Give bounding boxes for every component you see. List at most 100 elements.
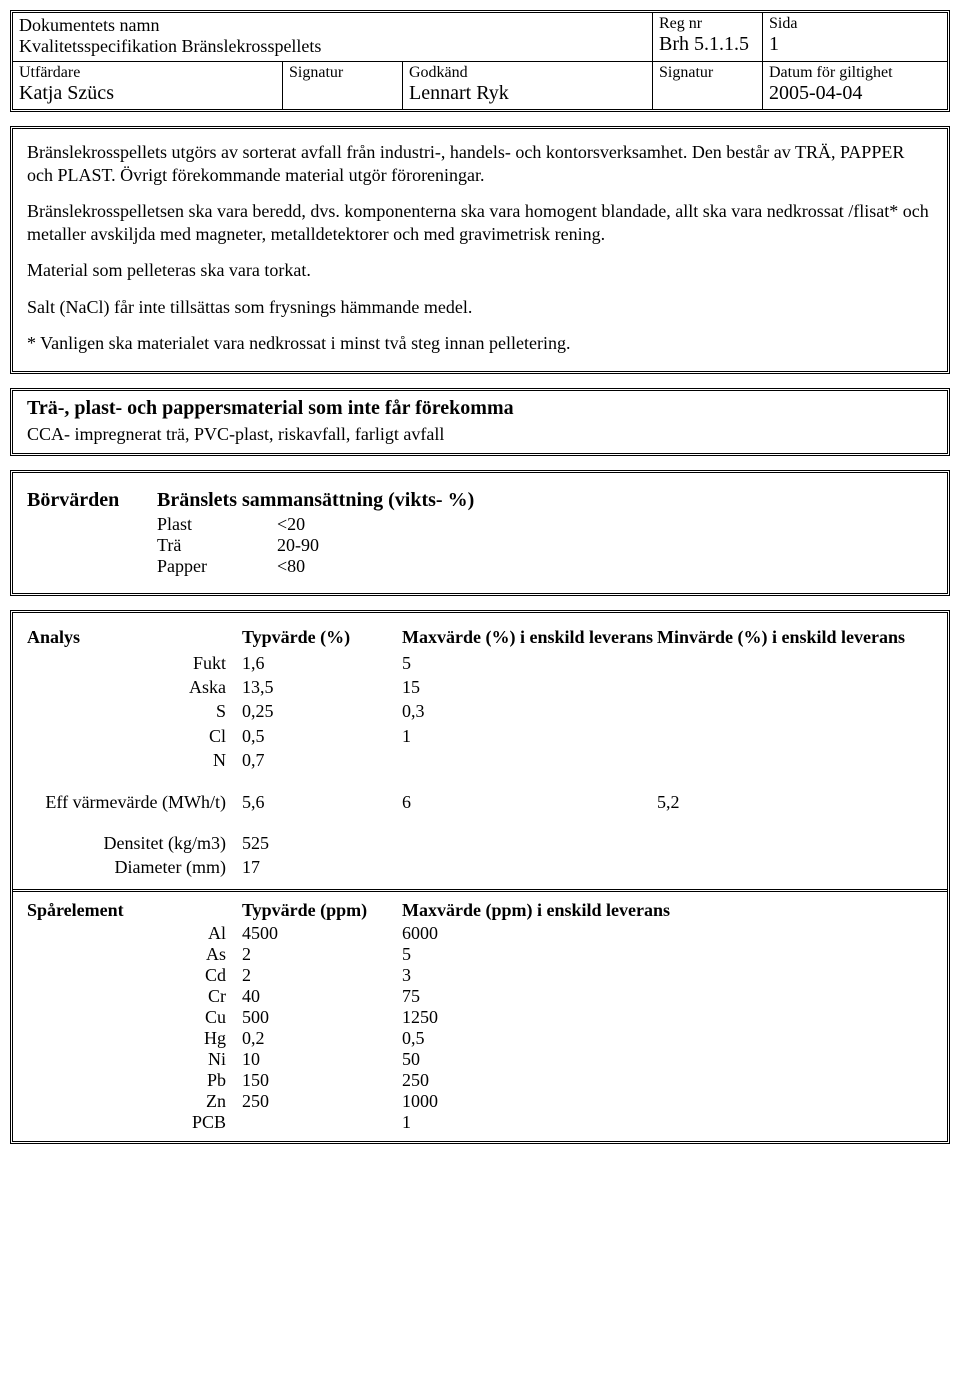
godkand-cell: Godkänd Lennart Ryk: [403, 62, 653, 109]
borvarden-section: Börvärden Bränslets sammansättning (vikt…: [10, 470, 950, 596]
spar-row-typ: 500: [242, 1007, 402, 1028]
spar-row-label: Ni: [27, 1049, 242, 1070]
spar-row-typ: [242, 1112, 402, 1133]
sida-cell: Sida 1: [763, 13, 947, 62]
analys-table: Analys Typvärde (%) Maxvärde (%) i enski…: [13, 625, 947, 651]
body-para-4: Salt (NaCl) får inte tillsättas som frys…: [27, 296, 933, 319]
godkand-label: Godkänd: [409, 64, 646, 82]
analys-row-typ: 0,5: [242, 724, 402, 748]
analys-extra-min: 5,2: [657, 790, 933, 830]
forbidden-section: Trä-, plast- och pappersmaterial som int…: [10, 388, 950, 456]
spar-row-typ: 250: [242, 1091, 402, 1112]
analys-header: Analys: [27, 625, 242, 651]
document-header: Dokumentets namn Kvalitetsspecifikation …: [10, 10, 950, 112]
spar-col-max: Maxvärde (ppm) i enskild leverans: [402, 900, 933, 923]
analys-rows: Fukt1,65Aska13,515S0,250,3Cl0,51N0,7: [13, 651, 947, 772]
spar-rows: Al45006000As25Cd23Cr4075Cu5001250Hg0,20,…: [13, 923, 947, 1133]
analys-row-typ: 0,7: [242, 748, 402, 772]
analys-extra-typ: 525: [242, 831, 402, 855]
spar-row-typ: 40: [242, 986, 402, 1007]
spar-header: Spårelement: [27, 900, 242, 923]
borvarden-item-value: 20-90: [277, 535, 319, 556]
analys-row-max: 5: [402, 651, 657, 675]
spar-row-max: 50: [402, 1049, 933, 1070]
utfardare-label: Utfärdare: [19, 64, 276, 82]
analys-col-typ: Typvärde (%): [242, 625, 402, 651]
datum-label: Datum för giltighet: [769, 64, 941, 82]
analys-extra-min: [657, 855, 933, 879]
godkand-value: Lennart Ryk: [409, 82, 646, 105]
analys-extra-typ: 5,6: [242, 790, 402, 830]
sida-label: Sida: [769, 15, 941, 33]
spar-row-max: 3: [402, 965, 933, 986]
spar-row-label: Zn: [27, 1091, 242, 1112]
spar-row-label: Cr: [27, 986, 242, 1007]
body-para-1: Bränslekrosspellets utgörs av sorterat a…: [27, 141, 933, 186]
analys-extra-label: Densitet (kg/m3): [27, 831, 242, 855]
borvarden-item: Plast<20: [157, 514, 933, 535]
analys-row-max: [402, 748, 657, 772]
spar-row-max: 5: [402, 944, 933, 965]
spar-row-label: As: [27, 944, 242, 965]
spar-row-label: Hg: [27, 1028, 242, 1049]
spar-row-label: Cu: [27, 1007, 242, 1028]
borvarden-item-name: Trä: [157, 535, 277, 556]
analys-row-label: Aska: [27, 675, 242, 699]
doc-title: Kvalitetsspecifikation Bränslekrosspelle…: [19, 36, 646, 57]
signatur1-label: Signatur: [289, 64, 396, 82]
analys-row-min: [657, 748, 933, 772]
analys-row-label: S: [27, 699, 242, 723]
utfardare-cell: Utfärdare Katja Szücs: [13, 62, 283, 109]
spar-row-typ: 0,2: [242, 1028, 402, 1049]
analys-extra-min: [657, 831, 933, 855]
analys-row-min: [657, 675, 933, 699]
spar-row-typ: 2: [242, 944, 402, 965]
spar-row-max: 250: [402, 1070, 933, 1091]
analys-section: Analys Typvärde (%) Maxvärde (%) i enski…: [10, 610, 950, 1145]
analys-col-min: Minvärde (%) i enskild leverans: [657, 625, 933, 651]
spar-row-max: 1000: [402, 1091, 933, 1112]
borvarden-item-name: Papper: [157, 556, 277, 577]
analys-row-min: [657, 724, 933, 748]
analys-row-max: 15: [402, 675, 657, 699]
borvarden-item-name: Plast: [157, 514, 277, 535]
spar-row-label: Al: [27, 923, 242, 944]
analys-extra-rows: Eff värmevärde (MWh/t)5,665,2 Densitet (k…: [13, 790, 947, 879]
datum-value: 2005-04-04: [769, 82, 941, 105]
analys-row-label: Cl: [27, 724, 242, 748]
spar-row-typ: 4500: [242, 923, 402, 944]
spar-row-max: 1: [402, 1112, 933, 1133]
analys-row-max: 1: [402, 724, 657, 748]
analys-row-typ: 13,5: [242, 675, 402, 699]
section-divider: [13, 889, 947, 892]
borvarden-item: Papper<80: [157, 556, 933, 577]
datum-cell: Datum för giltighet 2005-04-04: [763, 62, 947, 109]
signatur2-label: Signatur: [659, 64, 756, 82]
body-para-5: * Vanligen ska materialet vara nedkrossa…: [27, 332, 933, 355]
borvarden-label: Börvärden: [27, 489, 157, 514]
analys-row-max: 0,3: [402, 699, 657, 723]
forbidden-text: CCA- impregnerat trä, PVC-plast, riskavf…: [27, 424, 933, 445]
spar-row-max: 6000: [402, 923, 933, 944]
analys-row-min: [657, 651, 933, 675]
spar-row-typ: 10: [242, 1049, 402, 1070]
signatur1-cell: Signatur: [283, 62, 403, 109]
reg-nr-value: Brh 5.1.1.5: [659, 33, 756, 56]
spar-row-max: 75: [402, 986, 933, 1007]
analys-extra-max: 6: [402, 790, 657, 830]
analys-extra-typ: 17: [242, 855, 402, 879]
reg-nr-cell: Reg nr Brh 5.1.1.5: [653, 13, 763, 62]
forbidden-heading: Trä-, plast- och pappersmaterial som int…: [27, 397, 933, 420]
spar-row-max: 0,5: [402, 1028, 933, 1049]
spar-row-max: 1250: [402, 1007, 933, 1028]
spar-table: Spårelement Typvärde (ppm) Maxvärde (ppm…: [13, 900, 947, 923]
analys-row-label: N: [27, 748, 242, 772]
analys-extra-max: [402, 855, 657, 879]
body-para-3: Material som pelleteras ska vara torkat.: [27, 259, 933, 282]
sida-value: 1: [769, 33, 941, 56]
borvarden-item-value: <20: [277, 514, 305, 535]
doc-name-cell: Dokumentets namn Kvalitetsspecifikation …: [13, 13, 653, 62]
analys-extra-label: Eff värmevärde (MWh/t): [27, 790, 242, 830]
analys-row-min: [657, 699, 933, 723]
analys-extra-label: Diameter (mm): [27, 855, 242, 879]
